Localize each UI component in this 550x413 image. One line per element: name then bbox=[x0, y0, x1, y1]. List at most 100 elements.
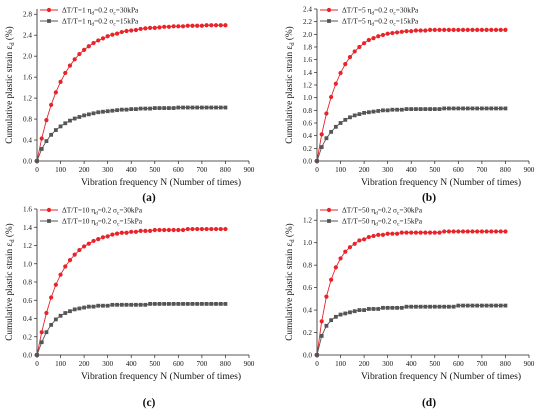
data-point-circle bbox=[343, 62, 348, 67]
data-point-square bbox=[414, 107, 418, 111]
data-point-square bbox=[423, 107, 428, 111]
data-point-circle bbox=[390, 30, 395, 36]
legend-label: ΔT/T=10 ηd​=0.2 σc​=15kPa bbox=[62, 217, 143, 228]
data-point-square bbox=[204, 105, 209, 110]
data-point-square bbox=[148, 302, 152, 306]
x-tick-label: 100 bbox=[335, 166, 346, 174]
data-point-circle bbox=[124, 230, 129, 235]
y-tick-label: 1.0 bbox=[23, 260, 32, 268]
data-point-square bbox=[333, 124, 338, 129]
data-point-square bbox=[185, 302, 190, 306]
data-point-circle bbox=[380, 32, 386, 38]
data-point-square bbox=[503, 106, 508, 111]
x-axis-title: Vibration frequency N (Number of times) bbox=[81, 177, 241, 188]
y-tick-label: 0.8 bbox=[303, 262, 312, 270]
data-point-circle bbox=[343, 249, 348, 254]
data-point-circle bbox=[385, 231, 390, 236]
data-point-square bbox=[91, 111, 96, 116]
data-point-circle bbox=[223, 23, 228, 28]
data-point-square bbox=[324, 136, 329, 141]
series-line-30kpa bbox=[316, 29, 506, 162]
data-point-circle bbox=[119, 29, 124, 35]
y-tick-label: 0.2 bbox=[303, 329, 312, 337]
data-point-square bbox=[124, 302, 129, 307]
data-point-circle bbox=[437, 27, 442, 32]
y-tick-label: 0.6 bbox=[23, 297, 32, 305]
data-point-square bbox=[171, 302, 176, 306]
data-point-square bbox=[498, 303, 503, 308]
data-point-square bbox=[176, 105, 181, 110]
data-point-circle bbox=[190, 226, 195, 232]
data-point-square bbox=[498, 106, 503, 111]
data-point-circle bbox=[333, 81, 338, 86]
y-tick-label: 0.2 bbox=[303, 145, 312, 153]
legend-marker-square bbox=[327, 19, 331, 23]
data-point-square bbox=[390, 107, 395, 112]
data-point-circle bbox=[333, 265, 338, 270]
data-point-square bbox=[409, 304, 414, 309]
data-point-square bbox=[484, 303, 489, 308]
data-point-circle bbox=[129, 229, 134, 234]
data-point-square bbox=[418, 304, 423, 309]
data-point-square bbox=[418, 107, 423, 111]
x-tick-label: 300 bbox=[102, 166, 113, 174]
data-point-square bbox=[348, 310, 352, 315]
data-point-circle bbox=[451, 27, 456, 32]
data-point-circle bbox=[133, 27, 139, 33]
data-point-circle bbox=[53, 282, 58, 287]
data-point-circle bbox=[427, 230, 433, 235]
data-point-circle bbox=[465, 229, 470, 234]
data-point-square bbox=[63, 121, 68, 126]
data-point-square bbox=[77, 115, 82, 119]
y-tick-label: 1.4 bbox=[23, 224, 32, 232]
data-point-circle bbox=[209, 23, 214, 28]
data-point-square bbox=[395, 305, 399, 310]
legend-marker-circle bbox=[46, 7, 52, 13]
data-point-circle bbox=[475, 27, 480, 32]
data-point-square bbox=[404, 107, 409, 111]
data-point-square bbox=[456, 106, 461, 111]
data-point-circle bbox=[409, 230, 414, 235]
data-point-square bbox=[362, 110, 367, 115]
data-point-circle bbox=[49, 102, 54, 108]
data-point-circle bbox=[100, 235, 106, 240]
data-point-circle bbox=[77, 247, 82, 253]
y-axis-title: Cumulative plastic strain εd​ (%) bbox=[4, 223, 16, 340]
x-tick-label: 900 bbox=[244, 360, 255, 368]
x-tick-label: 700 bbox=[196, 360, 207, 368]
data-point-circle bbox=[129, 28, 134, 33]
series-line-15kpa bbox=[36, 107, 226, 162]
data-point-circle bbox=[329, 94, 334, 100]
data-point-circle bbox=[110, 32, 115, 37]
y-tick-label: 1.6 bbox=[23, 74, 32, 82]
series-line-30kpa bbox=[36, 228, 226, 356]
data-point-circle bbox=[493, 229, 499, 234]
data-point-circle bbox=[138, 26, 143, 32]
data-point-circle bbox=[446, 27, 452, 32]
x-tick-label: 800 bbox=[500, 360, 511, 368]
data-point-circle bbox=[91, 238, 96, 244]
data-point-circle bbox=[493, 27, 499, 32]
data-point-circle bbox=[366, 234, 371, 240]
data-point-square bbox=[461, 106, 465, 111]
data-point-circle bbox=[185, 226, 190, 232]
data-point-circle bbox=[86, 241, 91, 246]
legend-label: ΔT/T=1 ηd​=0.2 σc​=30kPa bbox=[62, 6, 139, 17]
data-point-circle bbox=[319, 319, 324, 324]
data-point-square bbox=[35, 159, 39, 163]
data-point-square bbox=[143, 302, 148, 307]
x-tick-label: 0 bbox=[35, 360, 39, 368]
data-point-circle bbox=[347, 55, 353, 60]
data-point-circle bbox=[446, 229, 452, 234]
x-tick-label: 100 bbox=[55, 166, 66, 174]
data-point-square bbox=[484, 106, 489, 111]
data-point-square bbox=[395, 107, 399, 112]
data-point-square bbox=[176, 302, 181, 306]
data-point-circle bbox=[376, 34, 381, 39]
data-point-circle bbox=[209, 226, 214, 232]
data-point-square bbox=[53, 317, 58, 322]
data-point-square bbox=[456, 303, 461, 308]
x-tick-label: 100 bbox=[335, 360, 346, 368]
y-tick-label: 1.2 bbox=[303, 82, 312, 90]
